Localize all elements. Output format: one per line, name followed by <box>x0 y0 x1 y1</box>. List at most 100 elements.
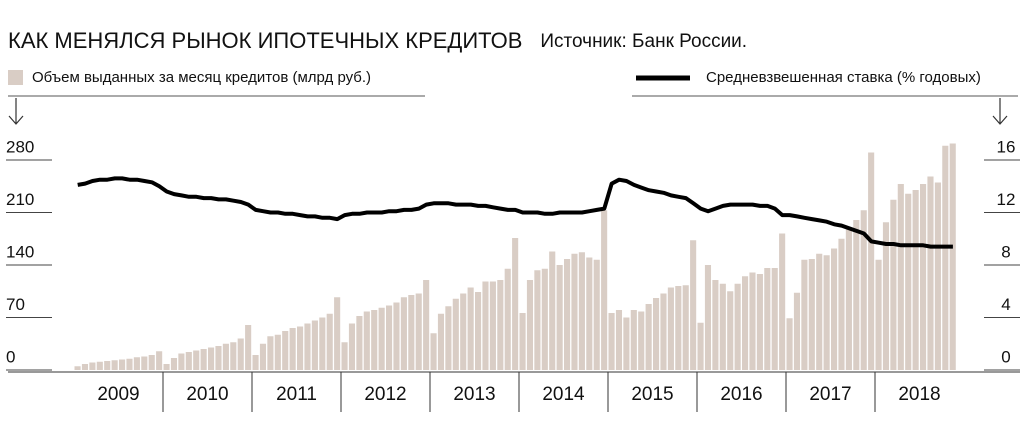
y2-tick-label: 8 <box>1001 242 1010 261</box>
x-tick-label: 2009 <box>97 384 139 405</box>
bar <box>942 145 949 370</box>
y2-tick-label: 16 <box>997 137 1016 156</box>
bar <box>489 281 496 370</box>
bar <box>326 313 333 370</box>
x-tick-label: 2013 <box>453 384 495 405</box>
bar <box>185 352 192 370</box>
legend-label: Средневзвешенная ставка (% годовых) <box>706 69 981 86</box>
bar <box>571 253 578 370</box>
bar <box>690 240 697 370</box>
bar <box>601 210 608 370</box>
bar <box>408 295 415 370</box>
bar <box>593 259 600 370</box>
bar <box>259 343 267 370</box>
bar <box>764 268 771 370</box>
bar <box>475 292 482 370</box>
bar <box>927 176 934 370</box>
bar <box>660 293 667 370</box>
bar <box>156 351 163 370</box>
bar <box>912 190 919 370</box>
x-tick-label: 2017 <box>809 384 851 405</box>
bar <box>838 238 845 370</box>
y-tick-label: 0 <box>6 347 15 366</box>
bar <box>311 320 318 370</box>
legend-swatch <box>8 70 23 85</box>
bar <box>282 331 289 370</box>
bar <box>623 317 630 370</box>
bar <box>897 184 904 370</box>
bar <box>400 297 407 370</box>
x-tick-label: 2014 <box>542 384 585 405</box>
bar <box>905 193 912 370</box>
bar <box>564 259 571 370</box>
bar <box>868 152 875 370</box>
bar <box>378 307 385 370</box>
bar <box>304 323 311 370</box>
bar <box>356 316 363 370</box>
bar <box>297 326 304 370</box>
bar <box>608 313 615 370</box>
bar <box>230 342 237 370</box>
bar <box>808 259 815 370</box>
bar <box>756 274 763 370</box>
bar <box>578 252 585 370</box>
bar <box>816 253 823 370</box>
bar <box>430 333 437 370</box>
bar <box>823 255 830 370</box>
bar <box>200 349 207 370</box>
x-tick-label: 2016 <box>720 384 762 405</box>
bar <box>749 272 756 370</box>
bar <box>860 210 867 370</box>
bar <box>237 338 244 370</box>
bar <box>319 317 326 370</box>
bar <box>141 356 148 370</box>
bar <box>734 283 741 370</box>
bar <box>119 359 126 370</box>
bar <box>645 304 652 370</box>
bar <box>934 182 941 370</box>
bar <box>267 336 274 370</box>
bar <box>615 310 623 370</box>
bar <box>341 342 348 370</box>
bar <box>526 280 534 370</box>
y2-tick-label: 0 <box>1001 347 1010 366</box>
bar <box>875 259 882 370</box>
bar <box>586 257 593 370</box>
bar <box>445 306 452 370</box>
bar <box>801 259 808 370</box>
legend-label: Объем выданных за месяц кредитов (млрд р… <box>32 69 371 86</box>
bar <box>208 347 215 370</box>
bar <box>415 293 422 370</box>
axis-arrows <box>8 98 1008 125</box>
bar <box>667 287 674 370</box>
bar <box>104 361 111 370</box>
chart-title: КАК МЕНЯЛСЯ РЫНОК ИПОТЕЧНЫХ КРЕДИТОВ <box>8 28 522 53</box>
bar <box>133 357 140 370</box>
bar <box>245 325 252 370</box>
bar <box>653 298 660 370</box>
bar <box>289 328 296 370</box>
bar <box>126 358 133 370</box>
bar <box>74 366 81 370</box>
bar <box>512 238 519 370</box>
bar <box>675 286 682 370</box>
bar <box>882 222 890 370</box>
bar <box>727 291 734 370</box>
bar <box>845 229 852 370</box>
bar <box>630 310 637 370</box>
bar <box>682 285 689 370</box>
bar <box>638 311 645 370</box>
bar <box>178 353 185 370</box>
bar <box>460 293 467 370</box>
bar <box>96 361 103 370</box>
x-tick-label: 2012 <box>364 384 406 405</box>
bar <box>89 362 96 370</box>
bar <box>81 364 89 370</box>
rate-line <box>77 176 953 249</box>
x-tick-label: 2018 <box>898 384 940 405</box>
bar <box>452 298 459 370</box>
bar <box>779 233 786 370</box>
bar <box>890 199 897 370</box>
bar <box>348 323 356 370</box>
bar <box>697 322 704 370</box>
